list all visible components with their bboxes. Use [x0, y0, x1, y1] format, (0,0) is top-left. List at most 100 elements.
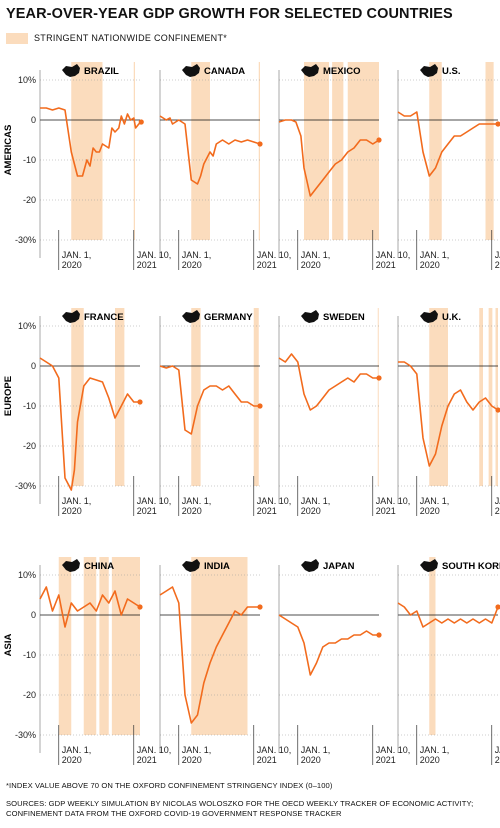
gdp-line-brazil: [40, 107, 142, 177]
confinement-band: [377, 308, 379, 486]
confinement-band: [58, 557, 72, 735]
x-tick-label: JAN. 10,: [495, 745, 500, 755]
end-point: [257, 403, 263, 409]
x-tick-label: JAN. 10,: [137, 496, 172, 506]
x-tick-label: 2020: [62, 260, 82, 270]
x-tick-label: JAN. 10,: [137, 745, 172, 755]
y-tick-label: 0: [31, 361, 36, 371]
sweden-map-icon: [301, 310, 319, 323]
confinement-band: [347, 62, 379, 240]
x-tick-label: 2020: [301, 506, 321, 516]
confinement-band: [485, 62, 494, 240]
x-tick-label: 2021: [137, 755, 157, 765]
end-point: [376, 375, 382, 381]
y-tick-label: 0: [31, 610, 36, 620]
x-tick-label: 2020: [301, 260, 321, 270]
panel-canada: JAN. 1,2020 JAN. 10,2021 CANADA: [159, 62, 292, 270]
confinement-band: [479, 308, 483, 486]
end-point: [137, 399, 143, 405]
gdp-line-mexico: [278, 119, 380, 197]
country-name-south-korea: SOUTH KOREA: [442, 561, 500, 572]
confinement-band: [115, 308, 125, 486]
end-point: [257, 604, 263, 610]
end-point: [495, 604, 500, 610]
legend-label: STRINGENT NATIONWIDE CONFINEMENT*: [34, 33, 228, 43]
x-tick-label: JAN. 1,: [182, 745, 212, 755]
end-point: [376, 632, 382, 638]
india-map-icon: [182, 559, 200, 572]
panel-japan: JAN. 1,2020 JAN. 10,2021 JAPAN: [278, 559, 411, 765]
confinement-band: [71, 308, 84, 486]
legend: STRINGENT NATIONWIDE CONFINEMENT*: [6, 31, 227, 45]
panel-france: 10% 0 -10 -20 -30% JAN. 1,2020 JAN. 10,2021 FRA…: [15, 308, 171, 516]
footnote: *INDEX VALUE ABOVE 70 ON THE OXFORD CONF…: [6, 781, 333, 790]
panel-india: JAN. 1,2020 JAN. 10,2021 INDIA: [159, 557, 292, 765]
y-tick-label: -10: [23, 155, 36, 165]
x-tick-label: 2021: [495, 260, 500, 270]
x-tick-label: 2021: [257, 506, 277, 516]
x-tick-label: 2021: [376, 755, 396, 765]
region-label-asia: ASIA: [3, 634, 14, 657]
x-tick-label: 2021: [376, 506, 396, 516]
gdp-line-japan: [278, 614, 379, 676]
confinement-band: [191, 308, 201, 486]
x-tick-label: JAN. 1,: [301, 745, 331, 755]
legend-swatch: [6, 32, 28, 44]
x-tick-label: JAN. 10,: [376, 496, 411, 506]
x-tick-label: 2020: [182, 506, 202, 516]
gdp-line-sweden: [278, 353, 379, 411]
panel-china: 10% 0 -10 -20 -30% JAN. 1,2020 JAN. 10,2021 CHI…: [15, 557, 171, 765]
end-point: [138, 119, 144, 125]
y-tick-label: -10: [23, 401, 36, 411]
sources-line-2: CONFINEMENT DATA FROM THE OXFORD COVID-1…: [6, 809, 342, 818]
x-tick-label: JAN. 10,: [376, 250, 411, 260]
confinement-band: [111, 557, 140, 735]
china-map-icon: [62, 559, 80, 572]
confinement-band: [191, 62, 210, 240]
confinement-band: [304, 62, 329, 240]
panel-germany: JAN. 1,2020 JAN. 10,2021 GERMANY: [159, 308, 291, 516]
end-point: [257, 141, 263, 147]
confinement-band: [83, 557, 97, 735]
brazil-map-icon: [62, 64, 80, 77]
confinement-band: [253, 308, 259, 486]
chart-title: YEAR-OVER-YEAR GDP GROWTH FOR SELECTED C…: [6, 6, 453, 22]
confinement-band: [332, 62, 344, 240]
x-tick-label: 2021: [257, 260, 277, 270]
confinement-band: [99, 557, 109, 735]
panel-brazil: 10% 0 -10 -20 -30% JAN. 1,2020 JAN. 10,2021 BRA…: [15, 62, 171, 270]
country-name-china: CHINA: [84, 561, 114, 572]
country-name-u-s: U.S.: [442, 66, 460, 77]
country-name-france: FRANCE: [84, 312, 124, 323]
x-tick-label: JAN. 1,: [420, 745, 450, 755]
x-tick-label: JAN. 10,: [257, 250, 292, 260]
gdp-line-u-k: [398, 361, 499, 467]
x-tick-label: JAN. 1,: [420, 496, 450, 506]
y-tick-label: 10%: [18, 321, 36, 331]
end-point: [137, 604, 143, 610]
confinement-band: [258, 62, 260, 240]
usa-map-icon: [420, 64, 438, 77]
x-tick-label: JAN. 10,: [376, 745, 411, 755]
y-tick-label: -20: [23, 441, 36, 451]
x-tick-label: 2020: [420, 260, 440, 270]
x-tick-label: JAN. 1,: [182, 250, 212, 260]
y-tick-label: 10%: [18, 570, 36, 580]
x-tick-label: JAN. 1,: [62, 250, 92, 260]
south-korea-map-icon: [420, 559, 438, 572]
panel-south-korea: JAN. 1,2020 JAN. 10,2021 SOUTH KOREA: [397, 557, 500, 765]
country-name-sweden: SWEDEN: [323, 312, 365, 323]
sources-line-1: SOURCES: GDP WEEKLY SIMULATION BY NICOLA…: [6, 799, 474, 808]
y-tick-label: -30%: [15, 481, 36, 491]
canada-map-icon: [182, 64, 200, 77]
x-tick-label: JAN. 10,: [257, 745, 292, 755]
x-tick-label: 2020: [420, 506, 440, 516]
country-name-japan: JAPAN: [323, 561, 355, 572]
x-tick-label: 2021: [137, 260, 157, 270]
gdp-line-canada: [159, 115, 261, 185]
gdp-line-south-korea: [397, 602, 499, 628]
x-tick-label: JAN. 10,: [137, 250, 172, 260]
x-tick-label: 2020: [182, 260, 202, 270]
country-name-mexico: MEXICO: [323, 66, 360, 77]
